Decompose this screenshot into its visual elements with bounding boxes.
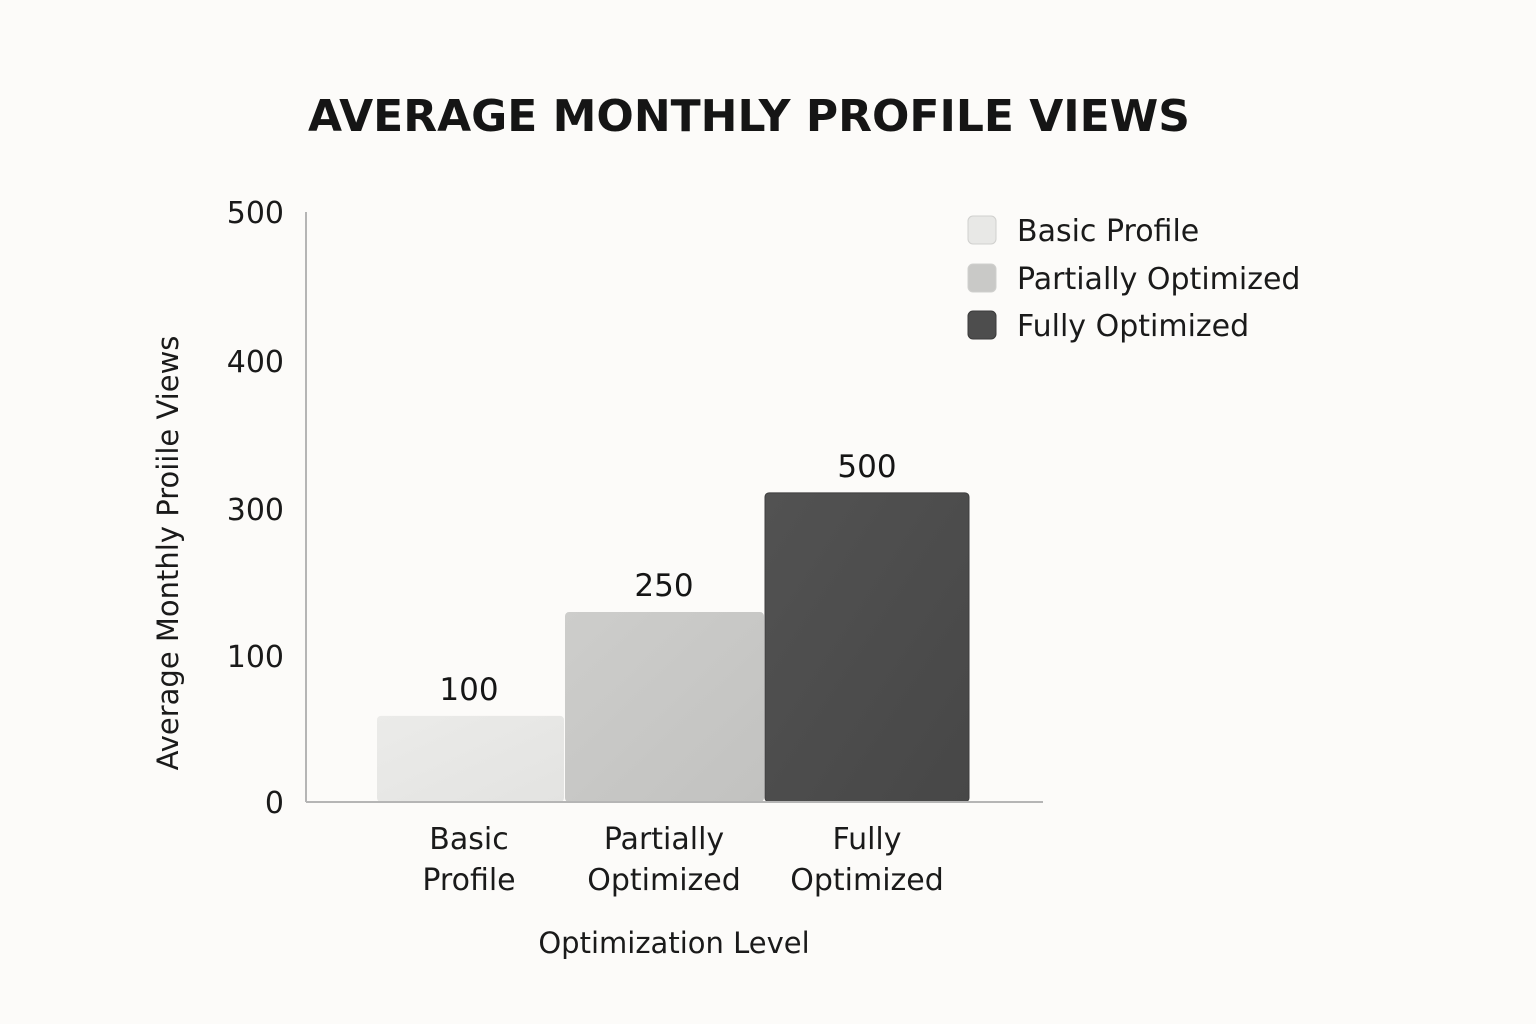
bar xyxy=(565,612,764,802)
y-tick-label: 500 xyxy=(227,196,284,231)
x-tick-label: Optimized xyxy=(790,863,944,898)
legend-label: Fully Optimized xyxy=(1017,309,1249,344)
bar-data-label: 100 xyxy=(439,672,498,708)
x-tick-label: Profile xyxy=(422,863,515,898)
bar-data-label: 250 xyxy=(634,568,693,604)
x-tick-label: Optimized xyxy=(587,863,741,898)
y-axis-label: Average Monthly Proiile Views xyxy=(151,336,185,771)
bar xyxy=(377,715,564,802)
chart-title: AVERAGE MONTHLY PROFILE VIEWS xyxy=(308,91,1190,142)
bar-data-label: 500 xyxy=(837,449,896,485)
legend-swatch xyxy=(967,263,997,293)
legend-label: Partially Optimized xyxy=(1017,262,1300,297)
y-tick-label: 400 xyxy=(227,345,284,380)
y-tick-label: 300 xyxy=(227,493,284,528)
x-tick-label: Basic xyxy=(429,822,508,857)
bar xyxy=(764,492,970,803)
legend-swatch xyxy=(967,310,997,340)
x-axis-label: Optimization Level xyxy=(538,926,809,960)
y-tick-label: 100 xyxy=(227,640,284,675)
legend-label: Basic Profile xyxy=(1017,214,1199,249)
x-tick-label: Partially xyxy=(604,822,724,857)
x-tick-label: Fully xyxy=(832,822,901,857)
legend-swatch xyxy=(967,215,997,245)
y-tick-label: 0 xyxy=(265,786,284,821)
